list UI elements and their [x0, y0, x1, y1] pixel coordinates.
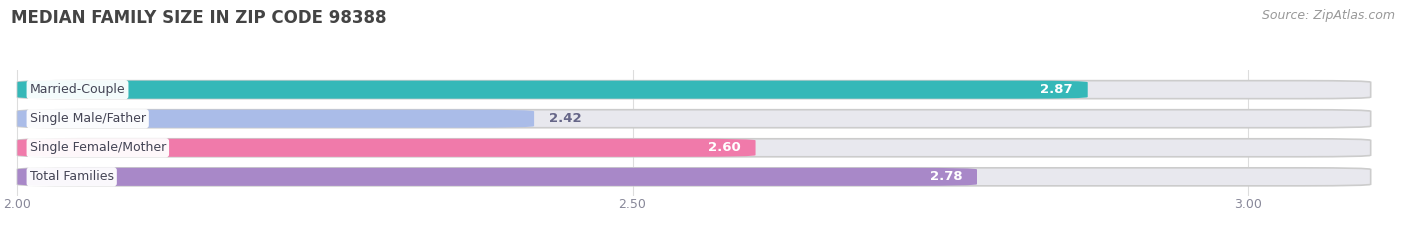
FancyBboxPatch shape	[17, 81, 1371, 99]
Text: 2.42: 2.42	[548, 112, 582, 125]
Text: Married-Couple: Married-Couple	[30, 83, 125, 96]
Text: Source: ZipAtlas.com: Source: ZipAtlas.com	[1261, 9, 1395, 22]
FancyBboxPatch shape	[17, 81, 1088, 99]
Text: Total Families: Total Families	[30, 170, 114, 183]
Text: 2.60: 2.60	[709, 141, 741, 154]
FancyBboxPatch shape	[17, 139, 755, 157]
Text: 2.78: 2.78	[929, 170, 962, 183]
FancyBboxPatch shape	[17, 110, 1371, 128]
Text: 2.87: 2.87	[1040, 83, 1073, 96]
FancyBboxPatch shape	[17, 139, 1371, 157]
FancyBboxPatch shape	[17, 168, 1371, 186]
Text: MEDIAN FAMILY SIZE IN ZIP CODE 98388: MEDIAN FAMILY SIZE IN ZIP CODE 98388	[11, 9, 387, 27]
FancyBboxPatch shape	[17, 110, 534, 128]
Text: Single Female/Mother: Single Female/Mother	[30, 141, 166, 154]
Text: Single Male/Father: Single Male/Father	[30, 112, 146, 125]
FancyBboxPatch shape	[17, 168, 977, 186]
